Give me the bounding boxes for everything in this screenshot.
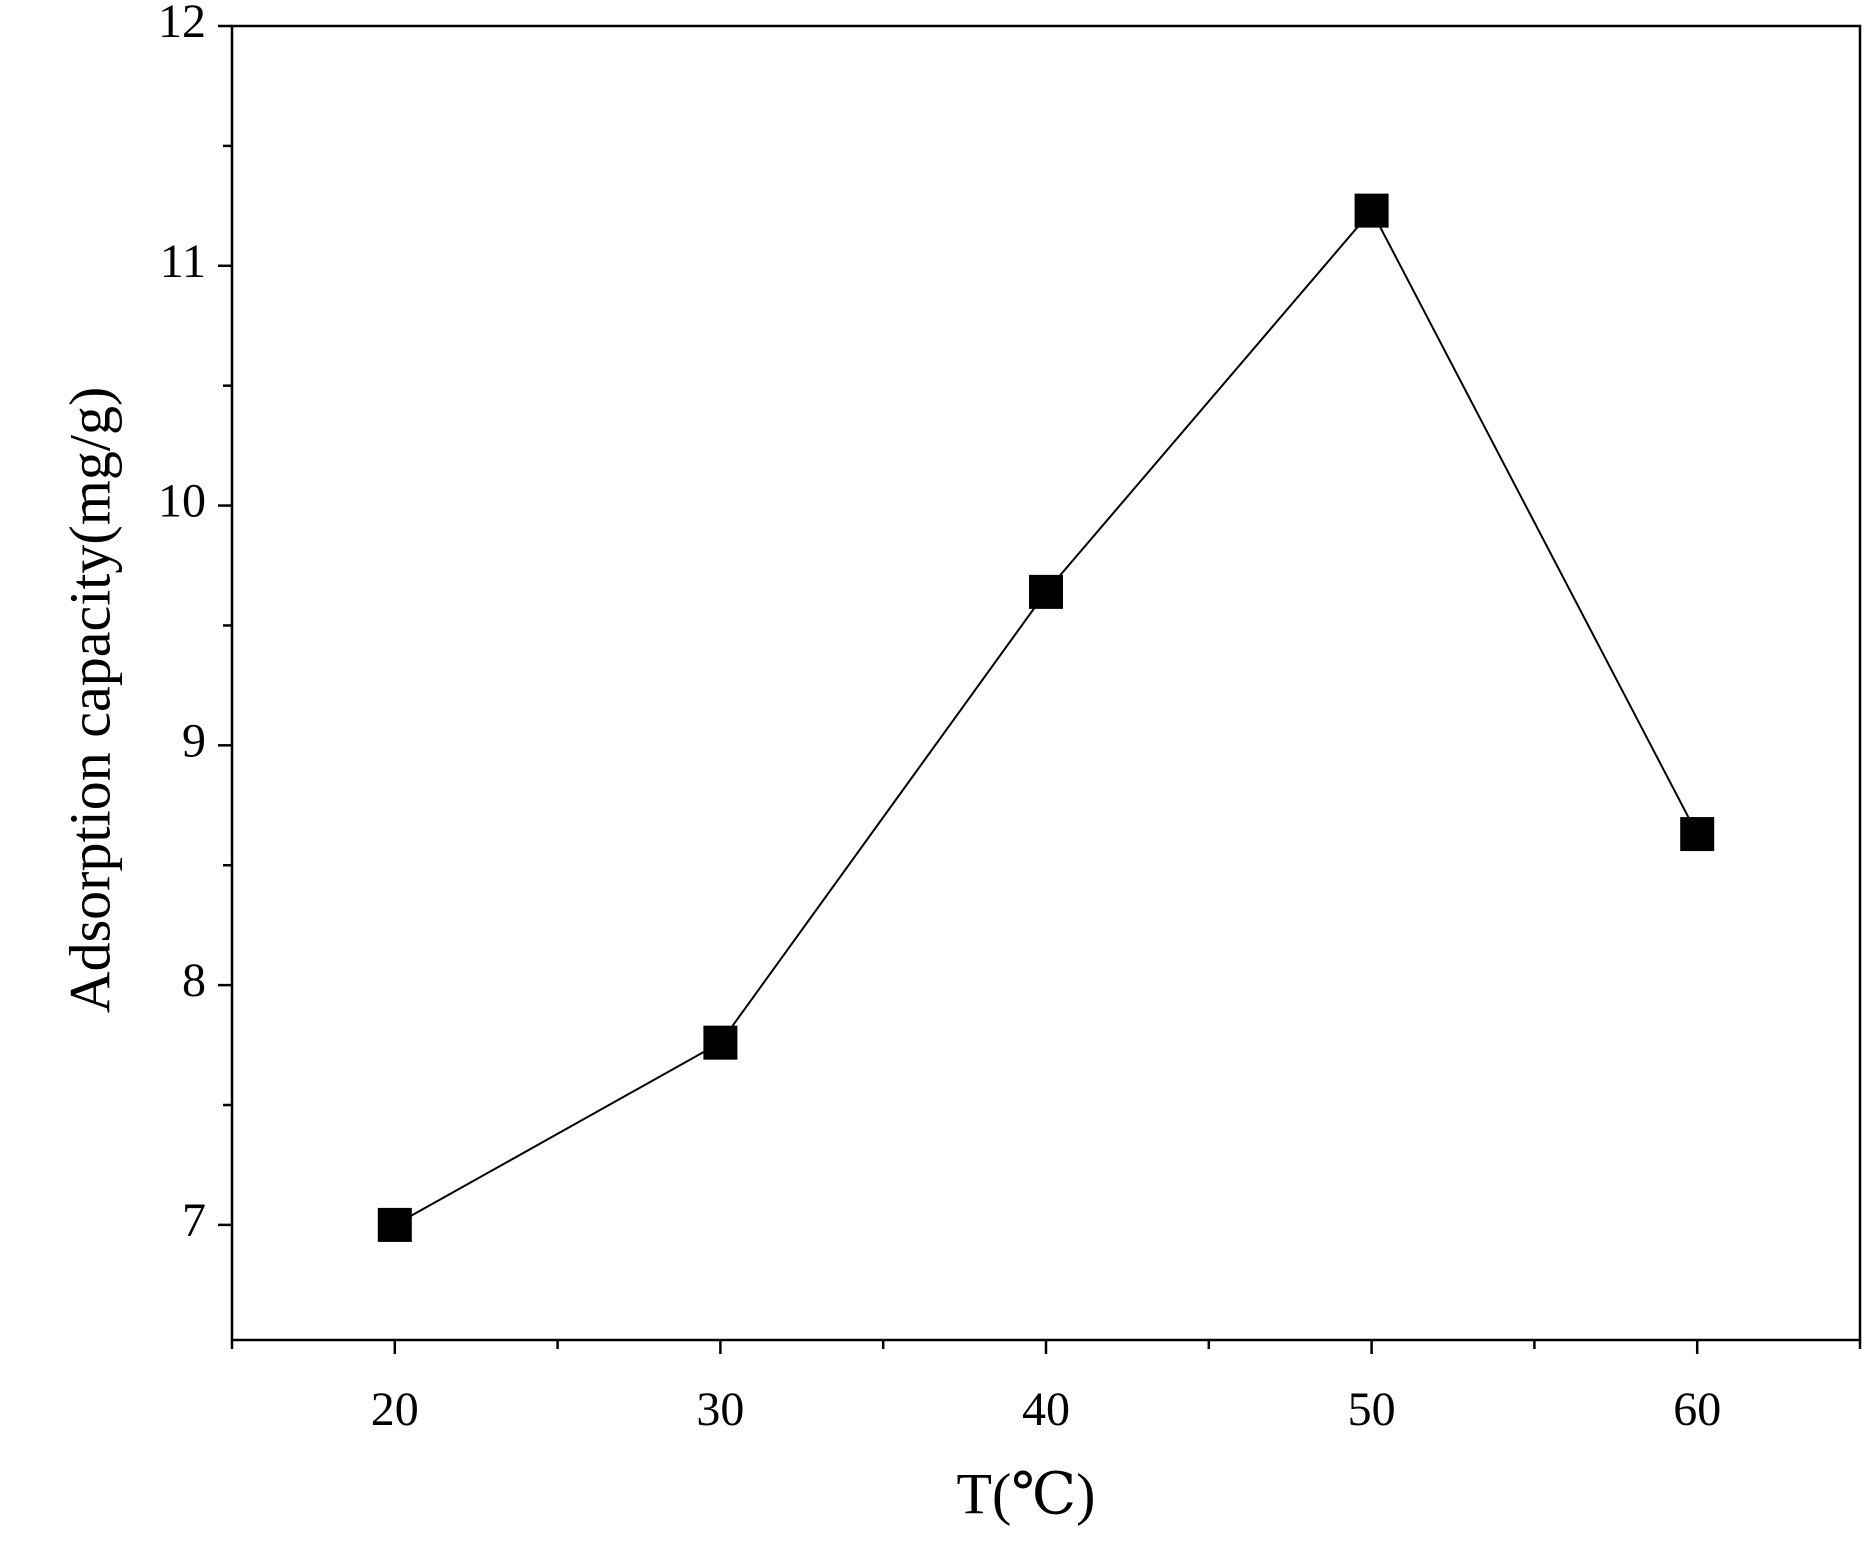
data-point <box>703 1025 738 1060</box>
x-tick-label: 40 <box>1022 1383 1070 1436</box>
y-tick-label: 9 <box>182 714 206 767</box>
y-tick-label: 7 <box>182 1194 206 1247</box>
data-point <box>377 1207 412 1242</box>
series-line <box>394 208 1699 1226</box>
y-tick-label: 12 <box>158 0 206 48</box>
y-axis-title: Adsorption capacity(mg/g) <box>57 387 122 1014</box>
x-tick-label: 20 <box>371 1383 419 1436</box>
data-point <box>1680 817 1715 852</box>
data-point <box>1029 574 1063 609</box>
data-point <box>1354 193 1389 228</box>
y-tick-label: 10 <box>158 475 206 528</box>
x-tick-label: 50 <box>1348 1383 1396 1436</box>
x-tick-label: 30 <box>696 1383 744 1436</box>
plot-frame <box>230 24 1862 1342</box>
x-axis-title: T(℃) <box>957 1461 1096 1526</box>
x-tick-label: 60 <box>1673 1383 1721 1436</box>
y-tick-label: 11 <box>160 235 206 288</box>
y-tick-label: 8 <box>182 954 206 1007</box>
